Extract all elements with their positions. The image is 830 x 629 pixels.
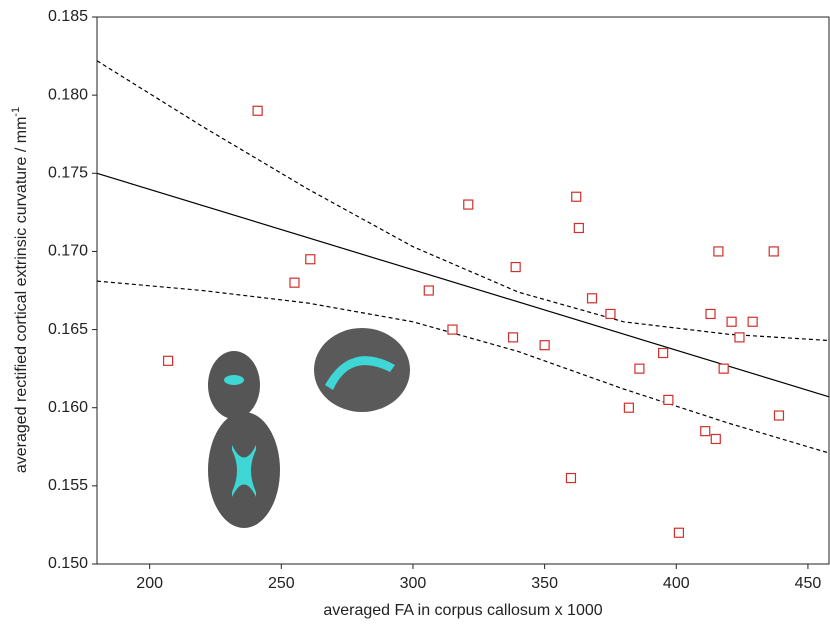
callosum-axial (232, 445, 256, 497)
data-point (586, 293, 598, 304)
brain-images (208, 328, 410, 528)
data-point (718, 363, 729, 374)
y-tick-label: 0.165 (48, 321, 88, 338)
x-axis-label: averaged FA in corpus callosum x 1000 (323, 602, 602, 619)
data-point (573, 222, 584, 234)
y-axis-label-main: averaged rectified cortical extrinsic cu… (13, 117, 30, 474)
callosum-sagittal (325, 356, 395, 390)
x-tick-label: 350 (531, 575, 558, 592)
data-point (510, 261, 521, 273)
y-tick-label: 0.185 (48, 8, 88, 25)
data-point (305, 254, 316, 265)
data-point (162, 355, 174, 366)
y-tick-label: 0.175 (48, 165, 88, 182)
x-tick-label: 450 (795, 575, 822, 592)
data-point (734, 332, 745, 343)
data-point (773, 410, 785, 421)
confidence-band-lower (96, 280, 830, 454)
data-point (539, 340, 550, 351)
data-point (768, 246, 779, 257)
x-tick-label: 250 (268, 575, 295, 592)
data-point (713, 246, 724, 257)
data-point (507, 332, 519, 343)
data-point (658, 347, 669, 359)
data-point (423, 285, 434, 296)
y-axis-label: averaged rectified cortical extrinsic cu… (10, 107, 30, 473)
y-tick-label: 0.150 (48, 555, 88, 572)
data-point (663, 394, 674, 405)
x-tick-label: 400 (663, 575, 690, 592)
data-point (710, 433, 721, 445)
data-point (700, 426, 711, 437)
data-point (705, 308, 716, 320)
y-tick-label: 0.170 (48, 243, 88, 260)
callosum-coronal (224, 375, 244, 385)
y-tick-label: 0.155 (48, 477, 88, 494)
y-tick-label: 0.160 (48, 399, 88, 416)
data-point (605, 308, 616, 320)
data-point (252, 105, 263, 116)
x-tick-label: 200 (136, 575, 163, 592)
plot-frame (96, 16, 830, 565)
data-point (447, 324, 458, 335)
data-point (463, 199, 474, 210)
data-point (571, 191, 582, 202)
data-point (673, 527, 685, 538)
y-tick-label: 0.180 (48, 86, 88, 103)
brain-sagittal (314, 328, 410, 412)
data-point (565, 472, 577, 484)
data-point (289, 277, 300, 288)
confidence-band-upper (96, 60, 830, 342)
data-point (747, 316, 758, 327)
y-axis-label-sup: -1 (10, 107, 22, 117)
data-point (623, 402, 634, 413)
regression-line (96, 172, 830, 398)
data-point (726, 316, 737, 327)
x-tick-label: 300 (400, 575, 427, 592)
data-point (634, 363, 645, 374)
